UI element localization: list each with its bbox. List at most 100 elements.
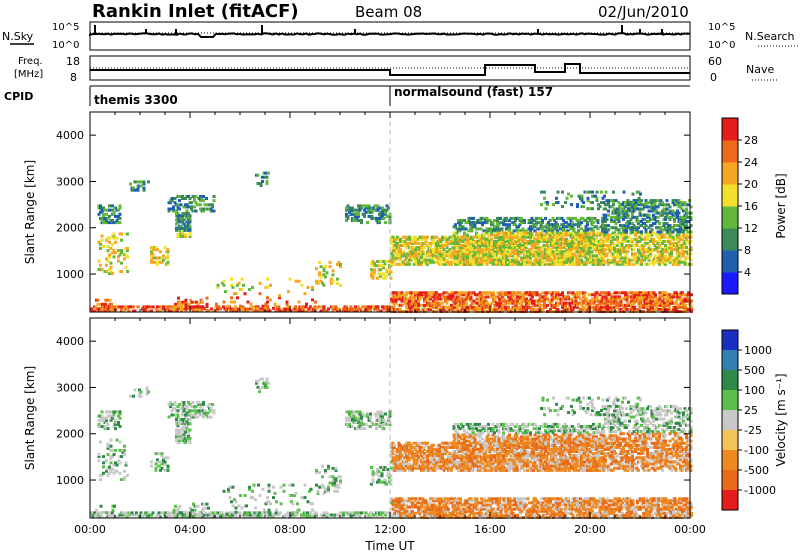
echo-cell (559, 238, 562, 241)
echo-cell (543, 197, 546, 200)
echo-cell (559, 259, 562, 262)
echo-cell (119, 221, 122, 224)
echo-cell (120, 270, 123, 273)
echo-cell (480, 227, 483, 230)
echo-cell (187, 205, 190, 208)
echo-cell (505, 244, 508, 247)
echo-cell (486, 217, 489, 220)
echo-cell (623, 191, 626, 194)
echo-cell (241, 288, 244, 291)
echo-cell (422, 236, 425, 239)
echo-cell (508, 223, 511, 226)
echo-cell (384, 221, 387, 224)
echo-cell (627, 250, 630, 253)
echo-cell (607, 224, 610, 227)
echo-cell (570, 195, 573, 198)
echo-cell (687, 220, 690, 223)
echo-cell (591, 250, 594, 253)
echo-cell (492, 291, 495, 294)
echo-cell (627, 207, 630, 210)
echo-cell (596, 291, 599, 294)
echo-cell (107, 245, 110, 248)
echo-cell (327, 308, 330, 311)
echo-cell (230, 301, 233, 304)
echo-cell (685, 246, 688, 249)
echo-cell (648, 244, 651, 247)
echo-cell (456, 246, 459, 249)
echo-cell (557, 191, 560, 194)
echo-cell (108, 204, 111, 207)
echo-cell (543, 234, 546, 237)
echo-cell (538, 248, 541, 251)
echo-cell (167, 254, 170, 257)
nsearch-label: N.Search (745, 30, 795, 43)
echo-cell (307, 286, 310, 289)
echo-cell (401, 304, 404, 307)
echo-cell (552, 236, 555, 239)
echo-cell (555, 197, 558, 200)
echo-cell (552, 250, 555, 253)
echo-cell (603, 195, 606, 198)
echo-cell (189, 214, 192, 217)
echo-cell (561, 250, 564, 253)
echo-cell (332, 269, 335, 272)
echo-cell (498, 298, 501, 301)
echo-cell (213, 199, 216, 202)
echo-cell (196, 203, 199, 206)
echo-cell (494, 295, 497, 298)
echo-cell (606, 203, 609, 206)
echo-cell (654, 293, 657, 296)
echo-cell (643, 218, 646, 221)
echo-cell (347, 204, 350, 207)
echo-cell (629, 201, 632, 204)
echo-cell (178, 208, 181, 211)
echo-cell (266, 278, 269, 281)
echo-cell (230, 278, 233, 281)
echo-cell (572, 291, 575, 294)
echo-cell (657, 212, 660, 215)
echo-cell (657, 216, 660, 219)
echo-cell (108, 215, 111, 218)
echo-cell (501, 227, 504, 230)
echo-cell (324, 265, 327, 268)
echo-cell (120, 249, 123, 252)
echo-cell (110, 262, 113, 265)
echo-cell (621, 203, 624, 206)
echo-cell (684, 201, 687, 204)
nsearch-top-tick: 10^5 (708, 22, 735, 33)
echo-cell (284, 308, 287, 311)
echo-cell (474, 252, 477, 255)
echo-cell (339, 263, 342, 266)
echo-cell (376, 277, 379, 280)
echo-cell (126, 270, 129, 273)
echo-cell (581, 195, 584, 198)
echo-cell (570, 248, 573, 251)
echo-cell (597, 227, 600, 230)
echo-cell (201, 305, 204, 308)
echo-cell (597, 232, 600, 235)
echo-cell (587, 197, 590, 200)
echo-cell (360, 219, 363, 222)
echo-cell (206, 303, 209, 306)
echo-cell (571, 257, 574, 260)
echo-cell (172, 205, 175, 208)
echo-cell (99, 247, 102, 250)
echo-cell (600, 242, 603, 245)
echo-cell (523, 248, 526, 251)
echo-cell (612, 226, 615, 229)
echo-cell (624, 201, 627, 204)
echo-cell (105, 264, 108, 267)
echo-cell (156, 305, 159, 308)
echo-cell (495, 261, 498, 264)
echo-cell (267, 172, 270, 175)
echo-cell (528, 261, 531, 264)
echo-cell (379, 264, 382, 267)
echo-cell (362, 204, 365, 207)
echo-cell (423, 304, 426, 307)
echo-cell (546, 304, 549, 307)
echo-cell (670, 242, 673, 245)
echo-cell (143, 180, 146, 183)
echo-cell (120, 239, 123, 242)
echo-cell (140, 185, 143, 188)
station-title: Rankin Inlet (fitACF) (92, 1, 299, 22)
